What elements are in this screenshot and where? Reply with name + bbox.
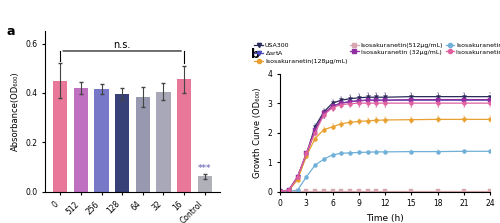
Bar xyxy=(115,94,130,192)
Y-axis label: Growth Curve (OD₆₀₀): Growth Curve (OD₆₀₀) xyxy=(253,87,262,178)
Bar xyxy=(53,81,68,192)
X-axis label: Time (h): Time (h) xyxy=(366,214,404,223)
Bar xyxy=(94,89,108,192)
Legend: USA300, $\Delta$srtA, Isosakuranetin(128μg/mL), Isosakuranetin(512μg/mL), Isosak: USA300, $\Delta$srtA, Isosakuranetin(128… xyxy=(254,42,500,64)
Text: ***: *** xyxy=(198,164,211,173)
Bar xyxy=(74,88,88,192)
Text: n.s.: n.s. xyxy=(114,40,131,50)
Y-axis label: Absorbance(OD₆₀₀): Absorbance(OD₆₀₀) xyxy=(10,72,20,151)
Bar xyxy=(136,97,150,192)
Text: a: a xyxy=(6,25,15,38)
Bar xyxy=(156,92,170,192)
Bar xyxy=(198,176,212,192)
Bar xyxy=(177,79,192,192)
Text: b: b xyxy=(250,47,260,61)
